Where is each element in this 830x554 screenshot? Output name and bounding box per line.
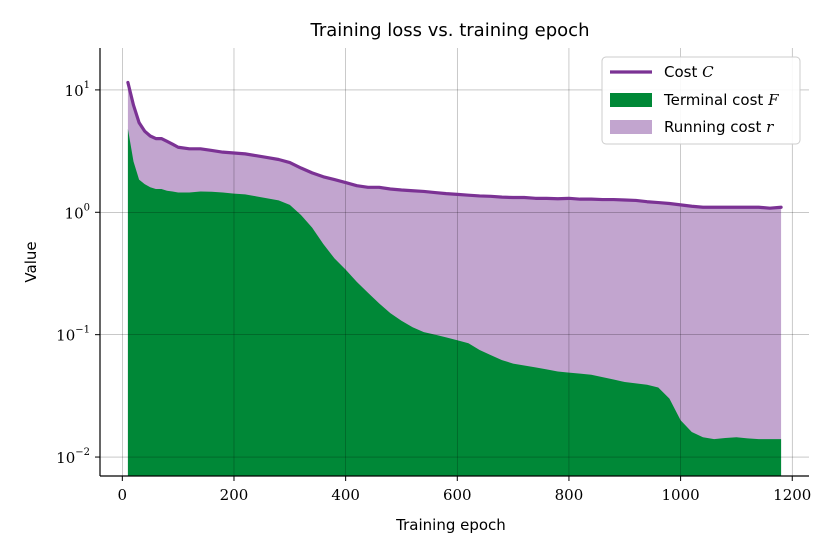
y-tick-label: 10−1 (56, 325, 90, 345)
legend-item-running-cost-label: Running cost r (664, 118, 774, 136)
x-tick-label: 0 (118, 486, 128, 504)
legend-item-terminal-cost-swatch (610, 93, 652, 107)
legend-item-terminal-cost-label: Terminal cost F (663, 91, 779, 109)
legend-item-running-cost-swatch (610, 120, 652, 134)
plot-area (100, 48, 809, 476)
x-tick-label: 800 (555, 486, 584, 504)
cost-line (126, 80, 783, 210)
axes: 0 200 400 600 800 1000 1200 101 100 10−1 10−2 (56, 48, 811, 504)
y-tick-label: 100 (65, 202, 90, 222)
legend-item-cost-label: Cost C (664, 63, 714, 81)
x-tick-label: 600 (443, 486, 472, 504)
terminal-cost-area (127, 128, 782, 476)
x-tick-label: 400 (331, 486, 360, 504)
y-tick-group: 101 100 10−1 10−2 (56, 80, 100, 467)
x-tick-group: 0 200 400 600 800 1000 1200 (118, 476, 811, 504)
x-tick-label: 1000 (662, 486, 700, 504)
y-axis-label: Value (22, 241, 40, 282)
x-axis-label: Training epoch (395, 516, 506, 534)
x-tick-label: 1200 (773, 486, 811, 504)
legend: Cost C Terminal cost F Running cost r (601, 56, 801, 145)
area-layer (127, 82, 782, 476)
chart-title: Training loss vs. training epoch (310, 20, 590, 41)
line-layer (126, 80, 783, 210)
y-tick-label: 10−2 (56, 447, 90, 467)
y-tick-label: 101 (65, 80, 90, 100)
x-tick-label: 200 (220, 486, 249, 504)
